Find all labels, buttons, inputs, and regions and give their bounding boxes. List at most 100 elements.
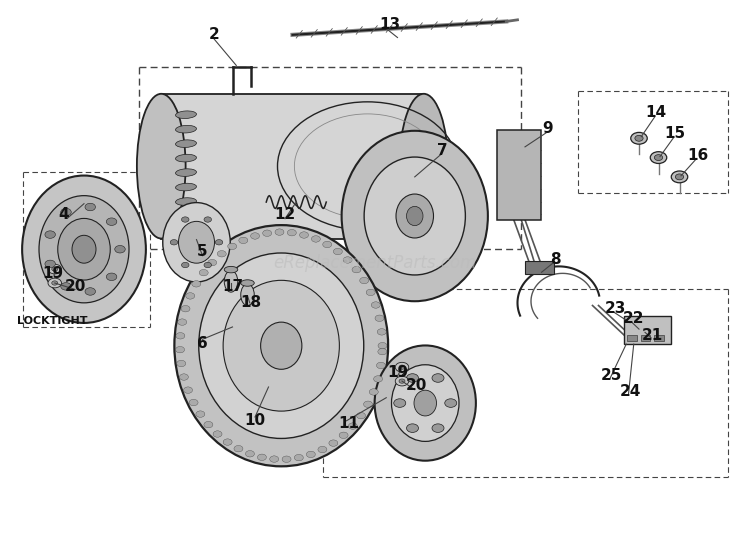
Circle shape	[311, 236, 320, 242]
Ellipse shape	[176, 169, 196, 176]
Text: 20: 20	[406, 378, 427, 393]
Circle shape	[228, 243, 237, 250]
Ellipse shape	[176, 140, 196, 147]
Text: 24: 24	[620, 384, 640, 399]
Ellipse shape	[199, 253, 364, 438]
Circle shape	[339, 432, 348, 438]
Ellipse shape	[650, 152, 667, 163]
Ellipse shape	[22, 176, 146, 323]
Ellipse shape	[52, 281, 58, 285]
Circle shape	[445, 399, 457, 407]
Ellipse shape	[48, 264, 62, 274]
Circle shape	[275, 229, 284, 235]
Circle shape	[45, 260, 56, 267]
Circle shape	[371, 302, 380, 308]
Circle shape	[85, 288, 95, 295]
Ellipse shape	[671, 171, 688, 183]
Text: 19: 19	[42, 266, 63, 281]
Circle shape	[432, 424, 444, 433]
Text: 4: 4	[58, 207, 69, 222]
Circle shape	[432, 374, 444, 382]
Circle shape	[394, 399, 406, 407]
Circle shape	[238, 237, 248, 243]
Circle shape	[196, 411, 205, 418]
Ellipse shape	[174, 225, 388, 466]
Text: 5: 5	[197, 244, 208, 259]
Circle shape	[378, 343, 387, 349]
Bar	[624, 316, 670, 344]
Circle shape	[364, 401, 373, 407]
Text: 22: 22	[623, 311, 644, 326]
Text: 17: 17	[222, 279, 243, 294]
Circle shape	[178, 319, 187, 325]
Ellipse shape	[342, 131, 488, 301]
Ellipse shape	[631, 132, 647, 144]
Ellipse shape	[58, 219, 110, 280]
Bar	[640, 335, 650, 341]
Ellipse shape	[396, 194, 433, 238]
Circle shape	[85, 203, 95, 211]
Circle shape	[333, 248, 342, 255]
Text: 11: 11	[338, 416, 359, 431]
Ellipse shape	[176, 183, 196, 191]
Circle shape	[369, 389, 378, 395]
Circle shape	[366, 289, 375, 295]
Ellipse shape	[176, 198, 196, 205]
Circle shape	[184, 387, 193, 393]
Ellipse shape	[224, 266, 238, 273]
Circle shape	[200, 270, 208, 276]
Ellipse shape	[414, 390, 436, 416]
Text: 14: 14	[646, 105, 667, 120]
Text: 7: 7	[437, 143, 448, 158]
Circle shape	[377, 329, 386, 335]
Ellipse shape	[163, 203, 230, 282]
Ellipse shape	[178, 221, 214, 263]
Ellipse shape	[224, 280, 339, 411]
Circle shape	[204, 262, 212, 267]
Circle shape	[406, 424, 418, 433]
Circle shape	[192, 281, 201, 287]
Ellipse shape	[675, 174, 684, 180]
Bar	[654, 335, 664, 341]
Ellipse shape	[176, 125, 196, 133]
Ellipse shape	[176, 111, 196, 118]
Circle shape	[406, 374, 418, 382]
Ellipse shape	[399, 365, 405, 369]
Circle shape	[270, 456, 279, 462]
Circle shape	[299, 232, 308, 238]
Circle shape	[189, 399, 198, 406]
Circle shape	[179, 374, 188, 380]
Circle shape	[348, 423, 357, 429]
Text: 2: 2	[209, 27, 219, 42]
Circle shape	[282, 456, 291, 463]
Circle shape	[262, 230, 272, 236]
Circle shape	[294, 455, 303, 461]
Ellipse shape	[176, 212, 196, 220]
Ellipse shape	[176, 154, 196, 162]
Circle shape	[170, 240, 178, 245]
Circle shape	[217, 250, 226, 257]
Circle shape	[234, 445, 243, 452]
Circle shape	[375, 315, 384, 322]
Ellipse shape	[72, 235, 96, 263]
Ellipse shape	[392, 364, 459, 442]
Ellipse shape	[399, 379, 405, 383]
Ellipse shape	[374, 346, 476, 461]
Circle shape	[215, 240, 223, 245]
Circle shape	[45, 231, 56, 239]
Circle shape	[176, 333, 185, 339]
Circle shape	[176, 346, 184, 353]
Circle shape	[318, 446, 327, 453]
Text: eReplacementParts.com: eReplacementParts.com	[273, 254, 477, 272]
Bar	[497, 130, 541, 220]
Text: 20: 20	[64, 279, 86, 294]
Circle shape	[61, 209, 71, 216]
Text: 18: 18	[241, 295, 262, 310]
Circle shape	[378, 348, 387, 355]
Ellipse shape	[654, 155, 663, 161]
Bar	[161, 94, 424, 239]
Text: LOCKTIGHT: LOCKTIGHT	[16, 316, 87, 325]
Circle shape	[106, 218, 117, 226]
Circle shape	[204, 217, 212, 222]
Circle shape	[344, 257, 352, 263]
